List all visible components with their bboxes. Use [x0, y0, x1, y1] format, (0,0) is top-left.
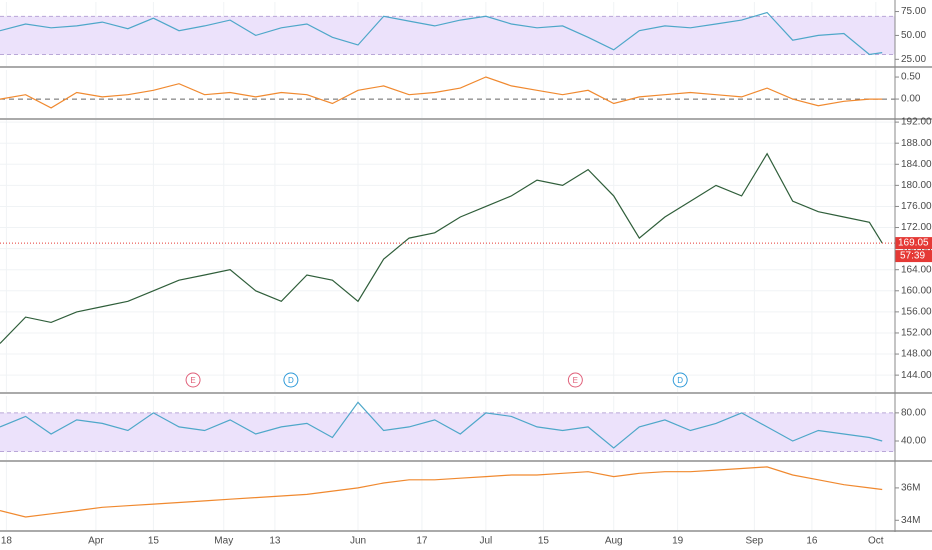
- y-tick-label: 164.00: [901, 264, 932, 275]
- y-tick-label: 172.00: [901, 222, 932, 233]
- event-marker: [567, 372, 583, 388]
- y-tick-label: 0.00: [901, 94, 921, 105]
- series-line: [0, 401, 883, 449]
- x-tick-label: 18: [1, 536, 13, 547]
- x-tick-label: Apr: [88, 536, 104, 547]
- x-tick-label: Sep: [745, 536, 763, 547]
- series-line: [0, 152, 883, 344]
- last-price-label: 169.05: [898, 238, 929, 249]
- y-tick-label: 36M: [901, 483, 920, 494]
- y-tick-label: 192.00: [901, 117, 932, 128]
- x-tick-label: 15: [538, 536, 550, 547]
- y-tick-label: 34M: [901, 515, 920, 526]
- event-label: D: [288, 376, 294, 385]
- y-tick-label: 0.50: [901, 72, 921, 83]
- y-tick-label: 75.00: [901, 6, 926, 17]
- x-tick-label: Jul: [479, 536, 492, 547]
- event-label: E: [573, 376, 578, 385]
- series-line: [0, 11, 883, 56]
- x-tick-label: 19: [672, 536, 684, 547]
- x-tick-label: 17: [416, 536, 428, 547]
- x-tick-label: Aug: [605, 536, 623, 547]
- y-tick-label: 25.00: [901, 54, 926, 65]
- y-tick-label: 152.00: [901, 328, 932, 339]
- event-marker: [185, 372, 201, 388]
- event-label: E: [190, 376, 195, 385]
- y-tick-label: 144.00: [901, 370, 932, 381]
- y-tick-label: 184.00: [901, 159, 932, 170]
- series-line: [0, 466, 883, 518]
- x-tick-label: 15: [148, 536, 160, 547]
- x-tick-label: Jun: [350, 536, 366, 547]
- x-tick-label: Oct: [868, 536, 884, 547]
- event-label: D: [677, 376, 683, 385]
- y-tick-label: 80.00: [901, 408, 926, 419]
- x-tick-label: May: [214, 536, 233, 547]
- last-price-tag: [895, 237, 932, 250]
- countdown-tag: [895, 250, 932, 263]
- x-tick-label: 13: [269, 536, 281, 547]
- series-line: [0, 76, 883, 109]
- band: [0, 16, 895, 55]
- event-marker: [283, 372, 299, 388]
- y-tick-label: 148.00: [901, 349, 932, 360]
- y-tick-label: 50.00: [901, 30, 926, 41]
- event-marker: [672, 372, 688, 388]
- countdown: 57:39: [900, 251, 925, 262]
- x-tick-label: 16: [806, 536, 818, 547]
- y-tick-label: 160.00: [901, 285, 932, 296]
- y-tick-label: 156.00: [901, 307, 932, 318]
- y-tick-label: 180.00: [901, 180, 932, 191]
- y-tick-label: 176.00: [901, 201, 932, 212]
- band: [0, 412, 895, 452]
- y-tick-label: 40.00: [901, 436, 926, 447]
- y-tick-label: 188.00: [901, 138, 932, 149]
